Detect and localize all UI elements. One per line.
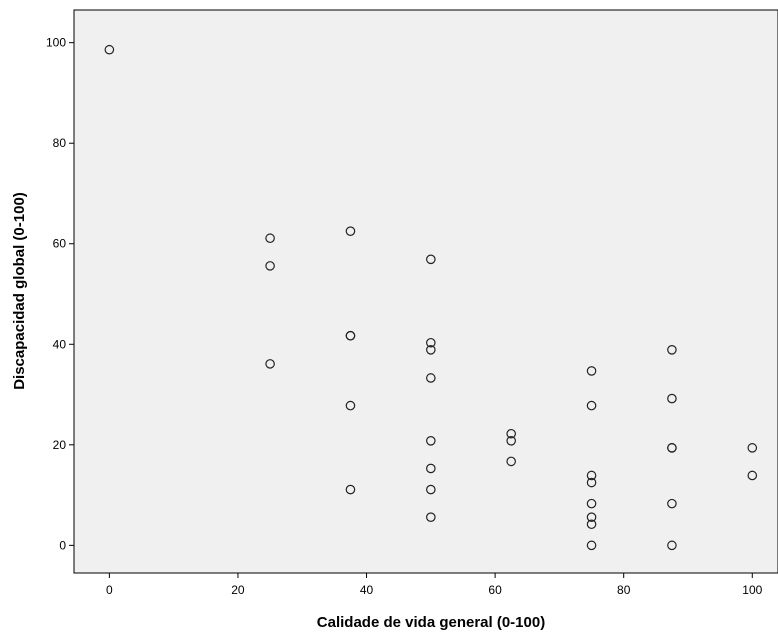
x-tick-label: 0	[106, 583, 113, 597]
data-point	[586, 540, 597, 551]
data-point	[345, 226, 356, 236]
y-tick-label: 80	[53, 136, 67, 150]
x-tick-label: 60	[488, 583, 502, 597]
data-point	[426, 337, 436, 348]
data-point	[667, 443, 677, 453]
data-point	[265, 359, 275, 369]
data-point	[586, 512, 597, 523]
data-point	[104, 44, 115, 55]
data-point	[426, 512, 436, 523]
data-point	[667, 345, 677, 355]
x-tick-label: 80	[617, 583, 631, 597]
y-axis: 0 20 40 60 80 100	[46, 36, 74, 552]
x-tick-label: 20	[231, 583, 245, 597]
data-point	[506, 428, 516, 439]
data-point	[586, 366, 597, 376]
data-point	[667, 540, 677, 551]
data-point	[345, 484, 356, 495]
data-point	[426, 254, 436, 265]
y-tick-label: 60	[53, 237, 67, 251]
data-points	[104, 44, 758, 551]
data-point	[667, 393, 677, 404]
x-tick-label: 100	[742, 583, 762, 597]
data-point	[345, 400, 356, 411]
data-point	[426, 373, 436, 383]
y-tick-label: 0	[59, 538, 66, 552]
data-point	[345, 330, 356, 341]
y-tick-label: 100	[46, 36, 66, 50]
x-axis: 0 20 40 60 80 100	[106, 573, 763, 597]
data-point	[586, 498, 597, 509]
data-point	[506, 435, 516, 446]
data-point	[265, 261, 275, 271]
y-tick-label: 20	[53, 438, 67, 452]
data-point	[265, 233, 275, 244]
data-point	[747, 470, 758, 481]
y-tick-label: 40	[53, 337, 67, 351]
y-axis-title: Discapacidad global (0-100)	[11, 192, 28, 390]
x-axis-title: Calidade de vida general (0-100)	[317, 614, 545, 631]
x-tick-label: 40	[360, 583, 374, 597]
data-point	[426, 435, 436, 446]
data-point	[426, 463, 436, 474]
data-point	[586, 477, 597, 488]
data-point	[506, 456, 516, 467]
data-point	[667, 498, 677, 509]
data-point	[426, 484, 436, 495]
plot-area	[73, 9, 778, 574]
data-point	[747, 443, 758, 453]
data-point	[586, 470, 597, 481]
data-point	[586, 400, 597, 411]
data-point	[586, 519, 597, 530]
data-point	[426, 345, 436, 355]
